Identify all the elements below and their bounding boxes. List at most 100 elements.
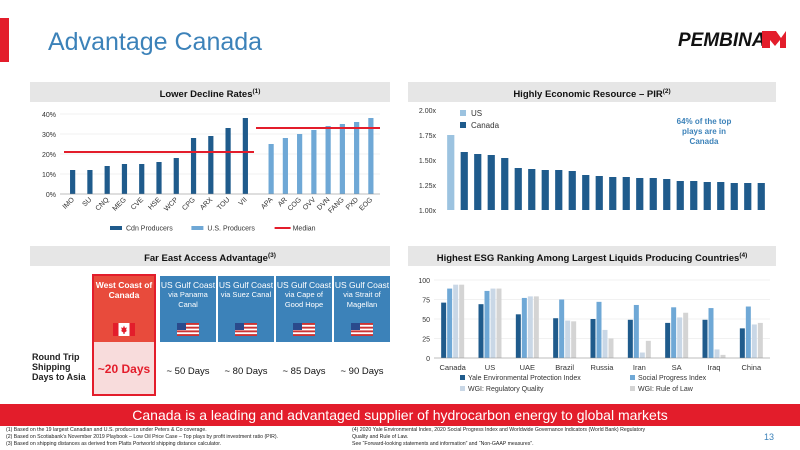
esg-chart-title: Highest ESG Ranking Among Largest Liquid…	[436, 253, 740, 265]
x-tick-label: TOU	[216, 196, 231, 211]
legend-swatch	[460, 110, 466, 116]
esg-bar	[565, 320, 571, 358]
y-tick-label: 2.00x	[419, 108, 437, 115]
decline-bar	[190, 138, 197, 194]
esg-bar	[441, 302, 447, 358]
esg-bar	[478, 304, 484, 358]
x-tick-label: CNQ	[95, 196, 111, 212]
decline-bar	[121, 164, 128, 194]
decline-bar	[282, 138, 288, 194]
pir-bar	[663, 179, 671, 210]
esg-bar	[708, 308, 714, 358]
y-tick-label: 1.50x	[419, 158, 437, 165]
decline-bar	[173, 158, 179, 194]
x-tick-label: Iraq	[708, 363, 721, 372]
decline-chart-header: Lower Decline Rates(1)	[30, 82, 390, 102]
x-tick-label: CVE	[130, 196, 145, 211]
decline-bar	[242, 118, 248, 194]
esg-bar	[571, 321, 577, 358]
pir-bar	[474, 154, 482, 210]
decline-bar	[225, 128, 231, 194]
esg-bar	[757, 322, 763, 358]
esg-bar	[639, 352, 645, 358]
canada-flag-icon	[113, 323, 135, 336]
us-flag-icon	[293, 323, 315, 336]
footnote-1: (1) Based on the 19 largest Canadian and…	[6, 427, 207, 433]
legend-swatch	[460, 386, 465, 391]
logo-mark	[762, 31, 786, 48]
pir-bar	[703, 182, 711, 210]
x-tick-label: OVV	[302, 196, 318, 212]
route-title: US Gulf Coast	[218, 280, 274, 290]
esg-bar	[559, 299, 565, 358]
route-header-cape: US Gulf Coast via Cape of Good Hope	[276, 276, 332, 342]
legend-label: WGI: Rule of Law	[638, 386, 694, 393]
legend-label: Yale Environmental Protection Index	[468, 375, 581, 382]
decline-rates-chart: 0% 10% 20% 30% 40% IMO SU CNQ MEG CVE HSE WCP CPG ARX…	[42, 112, 380, 233]
decline-chart-note: (1)	[252, 88, 261, 95]
y-tick-label: 1.25x	[419, 183, 437, 190]
canada-days-value: ~20 Days	[97, 362, 151, 376]
legend-swatch	[630, 375, 635, 380]
legend-label: U.S. Producers	[207, 226, 255, 233]
round-trip-label: Round Trip Shipping Days to Asia	[32, 352, 86, 382]
pir-chart-header: Highly Economic Resource – PIR(2)	[408, 82, 776, 102]
legend-label: Median	[293, 226, 316, 233]
decline-bar	[297, 134, 303, 194]
legend-swatch	[191, 226, 204, 230]
esg-bar	[553, 318, 559, 358]
y-tick-label: 1.75x	[419, 133, 437, 140]
decline-bar	[339, 124, 345, 194]
x-tick-label: VII	[238, 196, 249, 207]
logo-text: PEMBINA	[678, 30, 766, 51]
esg-bar	[527, 296, 533, 358]
summary-banner: Canada is a leading and advantaged suppl…	[0, 404, 800, 426]
esg-bar	[484, 290, 490, 358]
pir-chart-title: Highly Economic Resource – PIR	[513, 89, 663, 101]
page-number: 13	[764, 432, 775, 442]
x-tick-label: HSE	[147, 196, 162, 211]
esg-bar	[702, 319, 708, 358]
route-days-value: ~ 80 Days	[224, 366, 268, 377]
pir-bar	[582, 175, 590, 210]
y-tick-label: 100	[418, 278, 430, 285]
us-flag-icon	[177, 323, 199, 336]
x-tick-label: ARX	[199, 196, 214, 211]
pir-bar	[744, 183, 752, 210]
decline-bar	[268, 144, 274, 194]
route-days-value: ~ 85 Days	[282, 366, 326, 377]
pir-bar	[460, 152, 468, 210]
pir-bar	[541, 170, 549, 210]
canada-route-title: West Coast of Canada	[95, 280, 153, 300]
esg-bar	[633, 304, 639, 358]
legend-label: US	[471, 109, 482, 118]
y-tick-label: 40%	[42, 112, 56, 119]
x-tick-label: SU	[81, 196, 93, 208]
decline-bar	[368, 118, 374, 194]
y-tick-label: 10%	[42, 172, 56, 179]
x-tick-label: WCP	[163, 196, 180, 213]
y-tick-label: 0%	[46, 192, 56, 199]
footnote-2: (2) Based on Scotiabank’s November 2019 …	[6, 434, 278, 441]
legend-swatch	[110, 226, 122, 230]
route-header-panama: US Gulf Coast via Panama Canal	[160, 276, 216, 342]
esg-bar	[533, 296, 539, 358]
pir-bar	[595, 176, 603, 210]
far-east-note: (3)	[267, 252, 276, 259]
x-tick-label: FANG	[327, 196, 345, 214]
y-tick-label: 20%	[42, 152, 56, 159]
pir-bar	[690, 181, 698, 210]
x-tick-label: Iran	[633, 363, 646, 372]
pir-bar	[622, 177, 630, 210]
legend-swatch	[630, 386, 635, 391]
pir-annotation: 64% of the top	[677, 117, 732, 126]
pir-chart: 1.00x 1.25x 1.50x 1.75x 2.00x US Canada 64% of …	[419, 108, 765, 215]
far-east-title: Far East Access Advantage	[144, 253, 268, 265]
pir-bar	[636, 178, 644, 210]
canada-highlight-column: West Coast of Canada ~20 Days	[92, 274, 156, 396]
pir-bar	[649, 178, 657, 210]
x-tick-label: China	[742, 363, 762, 372]
esg-bar	[683, 312, 689, 358]
pir-bar	[568, 171, 576, 210]
esg-chart-header: Highest ESG Ranking Among Largest Liquid…	[408, 246, 776, 266]
